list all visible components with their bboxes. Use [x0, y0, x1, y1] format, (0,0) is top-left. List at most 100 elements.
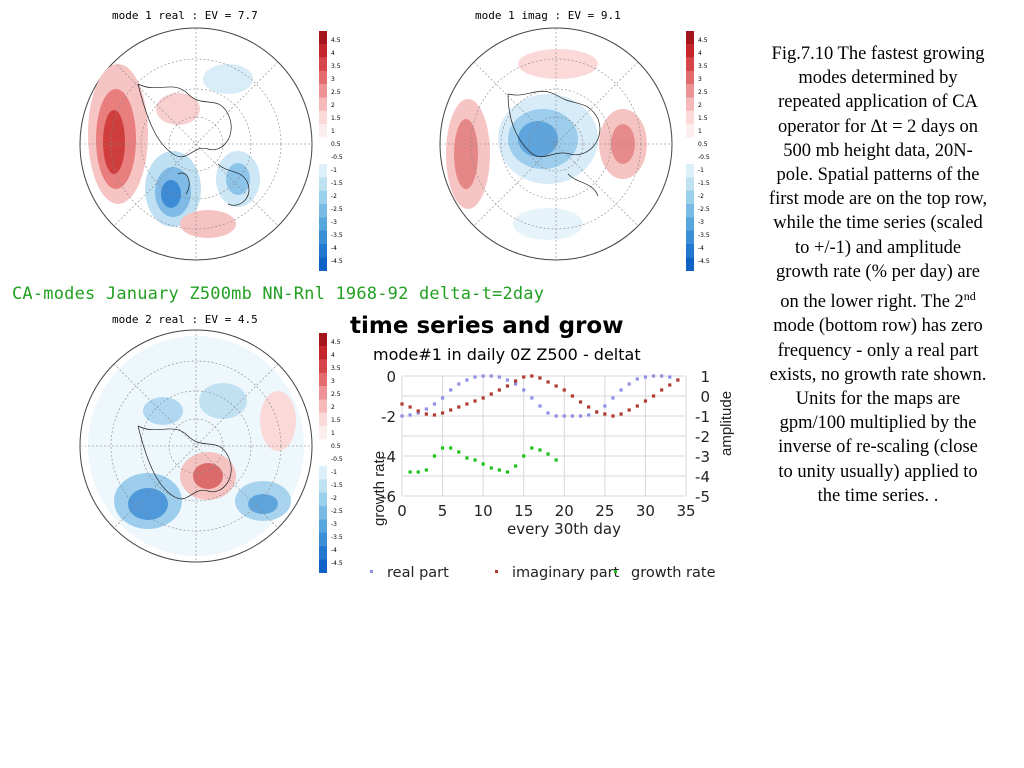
colorbar-label: -4.5 [331, 258, 343, 265]
colorbar-label: 4 [698, 50, 702, 57]
colorbar-label: 2 [698, 102, 702, 109]
x-tick-label: 0 [397, 502, 407, 520]
colorbar-label: -3 [331, 219, 337, 226]
colorbar-label: 4 [331, 50, 335, 57]
growth-rate-point [530, 446, 534, 450]
chart-title: time series and grow [350, 313, 624, 339]
imaginary-part-point [643, 399, 648, 403]
real-part-point [522, 388, 526, 392]
colorbar-label: 1 [698, 128, 702, 135]
caption-text: on the lower right. The 2 [780, 292, 964, 313]
map-title: mode 2 real : EV = 4.5 [112, 313, 258, 326]
caption-line: mode (bottom row) has zero [773, 316, 983, 337]
colorbar-swatches [686, 31, 694, 271]
imaginary-part-point [554, 384, 558, 388]
growth-rate-point [473, 458, 477, 462]
colorbar [686, 31, 694, 271]
colorbar [319, 31, 327, 271]
figure-caption: Fig.7.10 The fastest growing modes deter… [738, 42, 1018, 508]
imaginary-part-point [660, 388, 664, 392]
imaginary-part-point [473, 399, 477, 403]
imaginary-part-point [562, 388, 566, 392]
x-tick-label: 5 [438, 502, 448, 520]
chart-legend: real part imaginary part growth rate [370, 565, 716, 581]
imaginary-part-point [522, 375, 526, 379]
colorbar-label: 4.5 [331, 37, 341, 44]
caption-line: frequency - only a real part [777, 340, 979, 361]
imaginary-part-point [481, 396, 485, 400]
colorbar-label: -2 [331, 495, 337, 502]
caption-line: exists, no growth rate shown. [769, 364, 987, 385]
y-left-tick-label: -6 [381, 488, 396, 506]
real-part-point [514, 382, 518, 386]
x-axis-label: every 30th day [507, 520, 621, 538]
imaginary-part-point [416, 409, 420, 413]
y-left-tick-label: 0 [386, 368, 396, 386]
colorbar-label: -3.5 [331, 534, 343, 541]
polar-map-mode1-real [79, 27, 313, 261]
colorbar-label: 3 [698, 76, 702, 83]
caption-line: modes determined by [798, 68, 958, 89]
real-part-point [619, 388, 623, 392]
imaginary-part-point [424, 412, 428, 416]
colorbar-label: 2 [331, 404, 335, 411]
imaginary-part-point [400, 402, 404, 406]
colorbar-label: -4 [331, 245, 337, 252]
colorbar-label: -2.5 [331, 508, 343, 515]
imaginary-part-point [627, 408, 631, 412]
imaginary-part-point [457, 405, 461, 409]
colorbar-label: 2.5 [698, 89, 708, 96]
x-tick-label: 20 [555, 502, 574, 520]
real-part-point [449, 388, 453, 392]
colorbar-label: 3 [331, 76, 335, 83]
colorbar-label: -1 [698, 167, 704, 174]
imaginary-part-point [611, 414, 615, 418]
imaginary-part-point [570, 394, 574, 398]
imaginary-part-point [530, 374, 534, 378]
chart-grid [401, 375, 687, 497]
colorbar-label: 0.5 [698, 141, 708, 148]
real-part-point [554, 414, 558, 418]
caption-line: Fig.7.10 The fastest growing [771, 44, 985, 64]
imaginary-part-point [440, 411, 445, 415]
figure-heading: CA-modes January Z500mb NN-Rnl 1968-92 d… [12, 284, 545, 304]
caption-line: while the time series (scaled [773, 213, 983, 234]
imaginary-part-point [514, 379, 518, 383]
imaginary-part-point [587, 405, 591, 409]
real-part-point [530, 396, 534, 400]
real-part-point [473, 375, 477, 379]
real-part-point [546, 411, 550, 415]
caption-line: 500 mb height data, 20N- [783, 140, 973, 161]
growth-rate-point [424, 468, 428, 472]
legend-marker [370, 570, 373, 573]
imaginary-part-point [635, 404, 639, 408]
colorbar-label: 3.5 [698, 63, 708, 70]
imaginary-part-point [449, 408, 453, 412]
growth-rate-point [505, 470, 510, 474]
real-part-point [457, 382, 461, 386]
real-part-point [432, 402, 437, 406]
y-right-tick-label: 0 [700, 388, 710, 406]
caption-superscript: nd [963, 289, 976, 304]
colorbar-label: -2 [698, 193, 704, 200]
colorbar-swatches [319, 333, 327, 573]
legend-label: real part [387, 565, 449, 581]
colorbar-label: 1 [331, 430, 335, 437]
y-right-axis-label: amplitude [718, 391, 735, 456]
real-part-point [481, 374, 485, 378]
colorbar-label: -4 [331, 547, 337, 554]
colorbar-label: 1.5 [698, 115, 708, 122]
chart-series [400, 374, 680, 474]
y-left-axis-label: growth rate [371, 451, 388, 526]
colorbar-label: -3.5 [331, 232, 343, 239]
real-part-point [400, 414, 404, 418]
real-part-point [440, 396, 445, 400]
colorbar [319, 333, 327, 573]
growth-rate-point [514, 464, 518, 468]
imaginary-part-point [408, 405, 412, 409]
colorbar-label: -4 [698, 245, 704, 252]
colorbar-label: -4.5 [698, 258, 710, 265]
colorbar-label: 4 [331, 352, 335, 359]
x-tick-label: 30 [636, 502, 655, 520]
